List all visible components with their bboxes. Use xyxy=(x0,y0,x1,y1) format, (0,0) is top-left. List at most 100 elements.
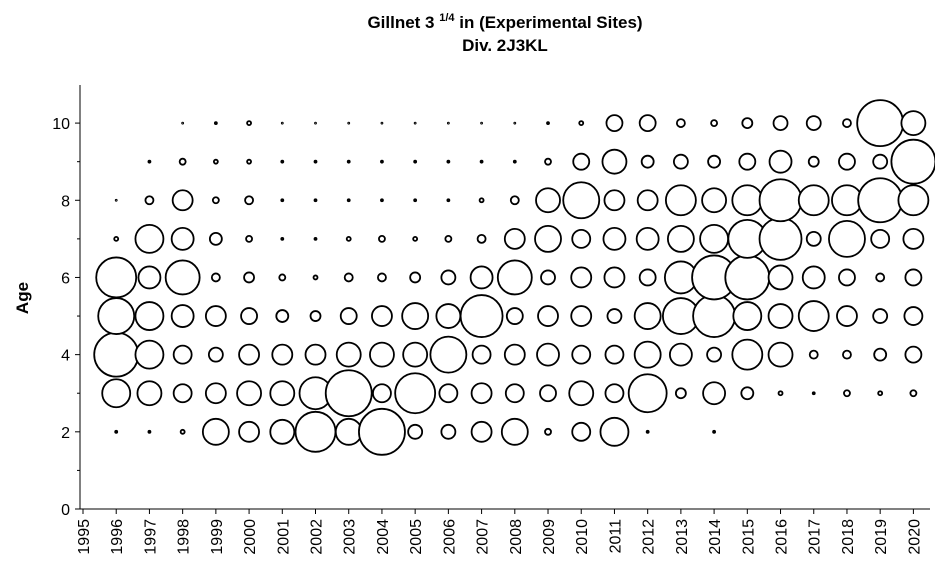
bubble xyxy=(856,99,905,147)
bubble xyxy=(137,265,162,290)
x-tick-label: 2005 xyxy=(408,519,425,555)
bubble xyxy=(401,302,430,330)
bubble xyxy=(244,195,254,206)
x-tick-label: 1997 xyxy=(142,519,159,555)
title-rest: in (Experimental Sites) xyxy=(459,13,642,32)
bubble xyxy=(513,121,517,125)
bubble xyxy=(314,121,317,125)
bubble xyxy=(724,254,771,301)
bubble xyxy=(706,346,722,363)
x-tick-label: 2013 xyxy=(674,519,691,555)
bubble xyxy=(144,195,155,206)
bubble xyxy=(602,226,627,251)
bubble xyxy=(664,184,697,217)
bubble xyxy=(805,115,822,131)
bubble xyxy=(897,184,930,217)
bubble xyxy=(537,305,559,327)
bubble xyxy=(334,417,363,446)
bubble xyxy=(271,343,294,366)
bubble xyxy=(178,157,187,166)
bubble xyxy=(572,152,591,171)
bubble xyxy=(380,121,384,125)
y-tick-label: 2 xyxy=(61,425,70,442)
bubble xyxy=(699,223,729,254)
bubble xyxy=(371,305,393,327)
bubble xyxy=(900,110,927,136)
x-tick-label: 2018 xyxy=(840,519,857,555)
bubble xyxy=(811,391,816,396)
chart-title: Gillnet 3 1/4 in (Experimental Sites) xyxy=(367,6,642,32)
bubble xyxy=(172,383,193,404)
bubble xyxy=(805,230,822,247)
bubble xyxy=(638,268,657,287)
bubble xyxy=(500,417,529,446)
bubble xyxy=(208,231,223,246)
bubble xyxy=(767,264,794,291)
bubble xyxy=(470,420,493,443)
y-tick-label: 6 xyxy=(61,270,70,287)
bubble xyxy=(446,159,451,164)
bubble xyxy=(496,259,533,296)
bubble xyxy=(873,347,888,362)
bubble xyxy=(509,195,520,206)
x-tick-label: 2012 xyxy=(641,519,658,555)
bubble xyxy=(440,269,457,286)
title-superscript: 1/4 xyxy=(439,12,455,24)
bubble xyxy=(313,236,318,241)
bubble xyxy=(212,158,219,165)
bubble xyxy=(539,384,557,403)
x-tick-label: 2008 xyxy=(508,519,525,555)
bubble xyxy=(280,159,285,164)
bubble xyxy=(857,177,904,224)
x-tick-label: 2002 xyxy=(309,519,326,555)
bubble xyxy=(635,226,660,251)
bubble xyxy=(407,423,424,440)
bubble xyxy=(505,307,524,325)
bubble xyxy=(636,189,659,212)
bubble xyxy=(134,339,165,370)
bubble xyxy=(269,380,296,407)
bubble xyxy=(758,216,803,261)
bubble xyxy=(605,114,624,132)
bubble xyxy=(435,303,462,329)
bubble xyxy=(571,421,592,442)
bubble xyxy=(339,307,358,325)
bubble xyxy=(201,417,230,446)
chart-subtitle: Div. 2J3KL xyxy=(462,36,548,55)
bubble xyxy=(571,344,592,365)
bubble xyxy=(238,420,260,443)
bubble xyxy=(638,114,657,132)
bubble xyxy=(890,138,935,185)
bubble xyxy=(278,273,287,282)
bubble xyxy=(469,265,494,290)
bubble xyxy=(902,227,925,250)
bubble xyxy=(170,304,195,328)
bubble xyxy=(909,389,918,398)
bubble xyxy=(562,181,601,220)
bubble xyxy=(136,380,163,407)
bubble xyxy=(707,154,721,169)
bubble xyxy=(372,383,392,404)
bubble xyxy=(245,234,253,243)
bubble xyxy=(692,294,736,338)
x-tick-label: 2001 xyxy=(275,519,292,555)
bubble xyxy=(843,389,851,398)
bubble xyxy=(380,198,384,203)
bubble xyxy=(772,115,789,131)
bubble xyxy=(413,121,417,125)
bubble xyxy=(836,305,858,327)
bubble xyxy=(877,390,884,397)
x-tick-label: 2015 xyxy=(740,519,757,555)
bubble xyxy=(210,272,221,283)
bubble xyxy=(114,198,118,202)
y-axis-label: Age xyxy=(13,282,32,314)
bubble xyxy=(402,341,429,368)
bubble xyxy=(808,349,819,360)
bubble xyxy=(503,227,526,250)
bubble xyxy=(207,346,224,363)
x-tick-label: 2009 xyxy=(541,519,558,555)
bubble xyxy=(732,301,763,331)
bubble xyxy=(246,158,252,165)
x-tick-label: 2007 xyxy=(475,519,492,555)
